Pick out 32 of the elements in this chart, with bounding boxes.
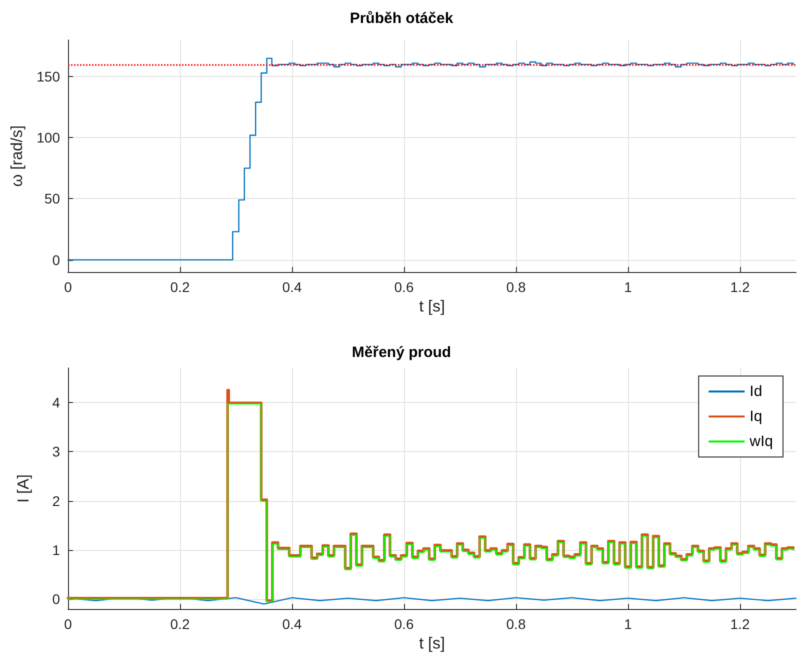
x-tick-label: 0 — [64, 279, 72, 295]
y-tick-label: 3 — [52, 444, 60, 460]
x-tick-label: 1 — [624, 279, 632, 295]
y-tick-label: 100 — [36, 130, 60, 146]
y-tick-label: 2 — [52, 492, 60, 509]
y-tick-label: 150 — [36, 68, 60, 85]
y-tick-label: 1 — [52, 542, 60, 558]
x-tick-label: 1.2 — [730, 279, 750, 295]
x-tick-label: 0.8 — [506, 279, 526, 295]
x-tick-label: 0.4 — [282, 279, 302, 295]
x-tick-label: 1.2 — [730, 616, 750, 632]
x-tick-label: 1 — [624, 616, 632, 632]
legend-label: Id — [750, 383, 762, 400]
chart-title: Měřený proud — [352, 344, 452, 361]
x-tick-label: 0.6 — [394, 616, 414, 632]
y-tick-label: 0 — [52, 591, 60, 608]
y-tick-label: 4 — [52, 394, 60, 410]
x-tick-label: 0.8 — [506, 616, 526, 632]
legend-label: wIq — [748, 433, 773, 450]
y-axis-title: ω [rad/s] — [9, 125, 26, 187]
x-tick-label: 0.6 — [394, 279, 414, 295]
y-tick-label: 50 — [44, 190, 60, 207]
x-tick-label: 0.2 — [170, 279, 190, 295]
x-tick-label: 0 — [64, 616, 72, 632]
legend-label: Iq — [750, 408, 762, 425]
x-tick-label: 0.4 — [282, 616, 302, 632]
chart-title: Průběh otáček — [350, 10, 454, 27]
y-axis-title: I [A] — [16, 474, 32, 503]
y-tick-label: 0 — [52, 252, 60, 268]
x-tick-label: 0.2 — [170, 616, 190, 632]
x-axis-title: t [s] — [419, 298, 445, 316]
x-axis-title: t [s] — [419, 635, 445, 652]
